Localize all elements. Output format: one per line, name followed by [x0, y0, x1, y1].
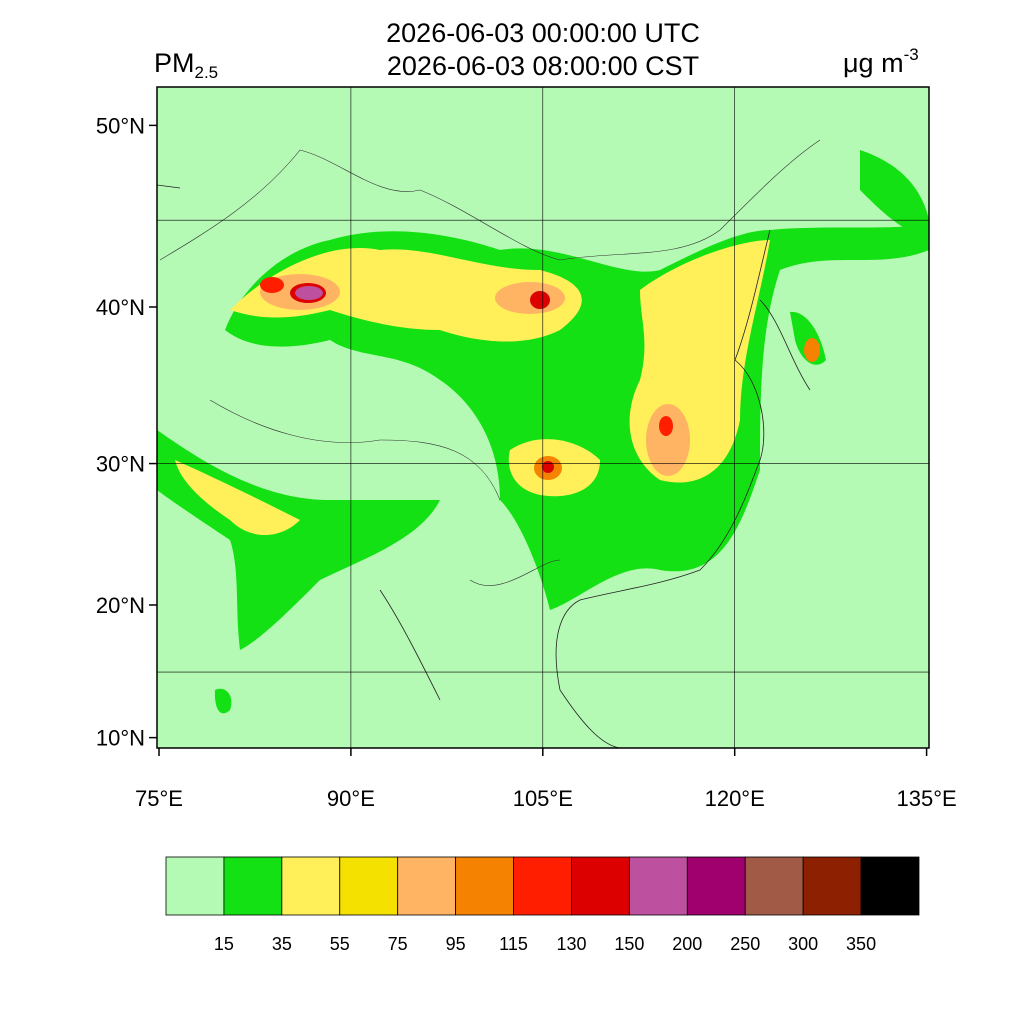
colorbar-label: 115	[499, 934, 528, 954]
colorbar-box	[860, 856, 920, 916]
colorbar-label: 250	[730, 934, 760, 954]
y-tick-label: 30°N	[96, 452, 145, 477]
colorbar-label: 150	[614, 934, 644, 954]
colorbar-box	[455, 856, 514, 916]
colorbar-box	[802, 856, 862, 916]
colorbar-box	[397, 856, 457, 916]
colorbar-box	[339, 856, 399, 916]
contour-150	[530, 291, 550, 309]
contour-115	[804, 338, 820, 362]
colorbar-box	[686, 856, 746, 916]
contour-95	[646, 404, 690, 476]
contour-130	[659, 416, 673, 436]
colorbar-box	[628, 856, 688, 916]
contour-150	[542, 461, 554, 473]
colorbar-label: 15	[214, 934, 234, 954]
colorbar-label: 35	[272, 934, 292, 954]
y-tick-label: 10°N	[96, 726, 145, 751]
colorbar-label: 130	[556, 934, 586, 954]
colorbar-label: 95	[446, 934, 466, 954]
contour-55	[230, 248, 582, 342]
x-tick-label: 75°E	[135, 786, 183, 811]
colorbar-box	[571, 856, 630, 916]
x-tick-label: 120°E	[705, 786, 765, 811]
variable-name: PM	[154, 48, 195, 78]
y-tick-label: 50°N	[96, 113, 145, 138]
colorbar-box	[513, 856, 572, 916]
colorbar-label: 300	[788, 934, 818, 954]
colorbar-box	[223, 856, 283, 916]
contour-130	[260, 277, 284, 293]
title-line: 2026-06-03 08:00:00 CST	[387, 51, 699, 81]
contour-55	[175, 460, 300, 535]
x-tick-label: 105°E	[513, 786, 573, 811]
colorbar-box	[744, 856, 804, 916]
title-line: 2026-06-03 00:00:00 UTC	[386, 18, 700, 48]
colorbar-box	[165, 856, 225, 916]
y-tick-label: 20°N	[96, 593, 145, 618]
contour-200	[295, 286, 323, 300]
units-superscript: -3	[904, 45, 919, 64]
y-tick-label: 40°N	[96, 295, 145, 320]
colorbar-label: 350	[846, 934, 876, 954]
x-tick-label: 90°E	[327, 786, 375, 811]
contour-35	[214, 688, 232, 714]
units-label: μg m-3	[843, 45, 919, 78]
colorbar-box	[281, 856, 341, 916]
gridlines	[157, 87, 929, 748]
units-text: μg m	[843, 48, 904, 78]
colorbar: 15 35 55 75 95 115 130 150 200 250 300 350	[165, 856, 920, 954]
colorbar-label: 55	[330, 934, 350, 954]
contour-95	[495, 282, 565, 314]
x-tick-label: 135°E	[897, 786, 957, 811]
colorbar-label: 200	[672, 934, 702, 954]
contour-35	[860, 150, 929, 240]
colorbar-label: 75	[388, 934, 408, 954]
coastline	[157, 184, 811, 748]
variable-label: PM2.5	[154, 48, 218, 82]
variable-subscript: 2.5	[195, 63, 219, 82]
axes: 75°E 90°E 105°E 120°E 135°E 10°N 20°N 30°N 40°N 5…	[96, 113, 957, 811]
